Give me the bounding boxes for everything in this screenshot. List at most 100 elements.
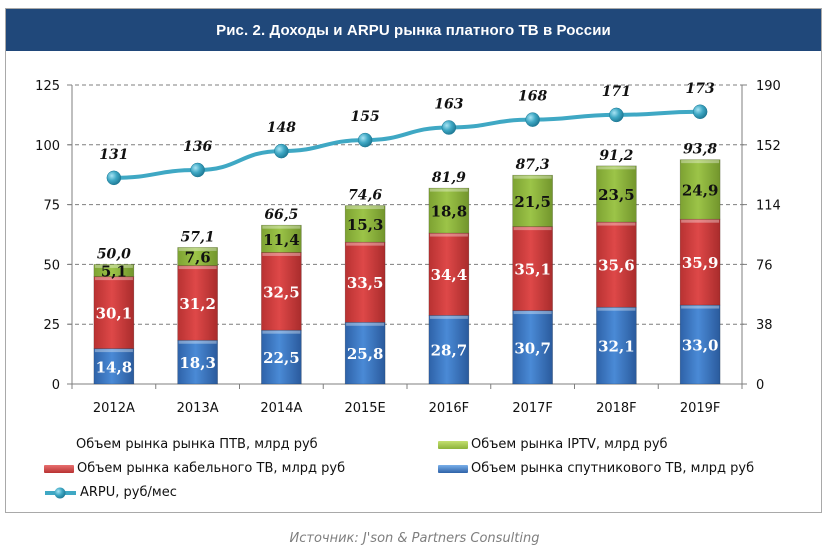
y-left-tick-label: 100 xyxy=(35,139,60,154)
iptv-swatch-icon xyxy=(438,440,468,449)
y-left-tick-label: 0 xyxy=(52,378,60,393)
arpu-line-marker-icon xyxy=(45,487,76,498)
bar-label-iptv: 24,9 xyxy=(682,181,719,199)
bar-iptv xyxy=(177,247,218,266)
arpu-marker xyxy=(609,107,624,123)
bar-highlight xyxy=(94,277,133,281)
bar-label-cable: 34,4 xyxy=(431,266,468,284)
x-tick-label: 2012A xyxy=(93,401,135,416)
total-label: 57,1 xyxy=(181,229,215,245)
bar-highlight xyxy=(513,227,552,231)
x-tick-label: 2017F xyxy=(512,401,553,416)
bar-highlight xyxy=(94,264,133,268)
bar-label-cable: 35,6 xyxy=(598,257,635,275)
bar-cable xyxy=(428,232,470,316)
bar-highlight xyxy=(429,188,468,192)
y-right-tick-label: 0 xyxy=(756,378,764,393)
bar-highlight xyxy=(597,166,636,170)
y-right-tick-label: 114 xyxy=(756,199,781,214)
bar-highlight xyxy=(429,315,468,319)
bar-label-cable: 30,1 xyxy=(96,305,133,323)
bar-label-iptv: 15,3 xyxy=(347,216,384,234)
arpu-marker xyxy=(274,143,289,159)
arpu-marker xyxy=(357,132,373,148)
arpu-label: 163 xyxy=(434,96,463,112)
x-tick-label: 2016F xyxy=(429,401,470,416)
arpu-marker xyxy=(692,104,708,120)
bar-highlight xyxy=(681,219,720,223)
bar-iptv xyxy=(679,159,721,220)
bar-highlight xyxy=(513,175,552,179)
bar-satellite xyxy=(512,310,553,385)
bar-highlight xyxy=(94,349,133,353)
total-label: 87,3 xyxy=(516,157,550,173)
legend-item-cable: Объем рынка кабельного ТВ, млрд руб xyxy=(44,461,345,476)
arpu-line xyxy=(111,109,703,180)
satellite-swatch-icon xyxy=(438,464,468,473)
bar-highlight xyxy=(262,252,301,256)
bar-satellite xyxy=(344,321,386,385)
total-label: 93,8 xyxy=(683,142,717,158)
arpu-label: 136 xyxy=(183,139,212,155)
arpu-line-group xyxy=(106,104,708,186)
bar-cable xyxy=(512,226,553,311)
source-note: Источник: J'son & Partners Consulting xyxy=(289,531,540,546)
y-right-tick-label: 152 xyxy=(756,139,781,154)
bar-highlight xyxy=(513,311,552,315)
bar-cable xyxy=(93,276,135,349)
bar-label-iptv: 5,1 xyxy=(101,262,127,280)
y-right-tick-label: 76 xyxy=(756,258,773,273)
total-label: 81,9 xyxy=(432,170,466,186)
bar-label-satellite: 28,7 xyxy=(431,342,468,360)
y-left-tick-label: 75 xyxy=(43,199,60,214)
bar-highlight xyxy=(178,247,217,251)
y-left-tick-label: 25 xyxy=(43,318,60,333)
bar-satellite xyxy=(428,315,470,385)
total-label: 91,2 xyxy=(599,148,633,164)
axes: 0 25 50 75 100 125 0 38 76 114 152 190 2012A 2013A 201… xyxy=(35,79,781,416)
gridlines xyxy=(68,84,746,325)
bar-highlight xyxy=(681,305,720,309)
bar-highlight xyxy=(178,266,217,270)
legend-item-satellite: Объем рынка спутникового ТВ, млрд руб xyxy=(438,461,754,476)
bar-highlight xyxy=(597,222,636,226)
x-tick-label: 2014A xyxy=(260,401,302,416)
y-left-tick-label: 125 xyxy=(35,79,60,94)
bar-label-satellite: 14,8 xyxy=(96,358,133,376)
arpu-label: 171 xyxy=(602,84,631,100)
bar-satellite xyxy=(93,348,135,385)
bar-highlight xyxy=(262,225,301,229)
arpu-label: 173 xyxy=(686,81,715,97)
bar-highlight xyxy=(346,206,385,210)
bar-iptv xyxy=(596,165,637,223)
y-left-tick-label: 50 xyxy=(43,258,60,273)
bar-label-iptv: 7,6 xyxy=(185,249,211,267)
bar-highlight xyxy=(262,330,301,334)
arpu-label: 148 xyxy=(267,120,296,136)
total-label: 66,5 xyxy=(264,207,298,223)
bar-label-cable: 31,2 xyxy=(179,295,216,313)
bar-iptv xyxy=(344,205,386,243)
bar-highlight xyxy=(597,307,636,311)
bar-label-satellite: 18,3 xyxy=(179,354,216,372)
bar-cable xyxy=(261,252,302,331)
bar-label-cable: 32,5 xyxy=(263,283,300,301)
total-label: 50,0 xyxy=(97,246,131,262)
bar-label-cable: 35,1 xyxy=(514,261,551,279)
bar-satellite xyxy=(261,329,302,385)
x-tick-label: 2015E xyxy=(344,401,385,416)
cable-swatch-icon xyxy=(44,464,74,473)
bar-iptv xyxy=(261,224,302,253)
bar-label-iptv: 11,4 xyxy=(263,231,300,249)
y-right-tick-label: 190 xyxy=(756,79,781,94)
arpu-label: 131 xyxy=(99,147,128,163)
bar-satellite xyxy=(596,306,637,385)
x-tick-label: 2018F xyxy=(596,401,637,416)
bar-label-cable: 33,5 xyxy=(347,274,384,292)
legend-item-total: Объем рынка рынка ПТВ, млрд руб xyxy=(76,437,318,452)
bar-label-satellite: 33,0 xyxy=(682,337,719,355)
bar-label-satellite: 30,7 xyxy=(514,339,551,357)
bar-cable xyxy=(177,265,218,341)
bar-iptv xyxy=(93,264,135,277)
bar-cable xyxy=(344,241,386,323)
